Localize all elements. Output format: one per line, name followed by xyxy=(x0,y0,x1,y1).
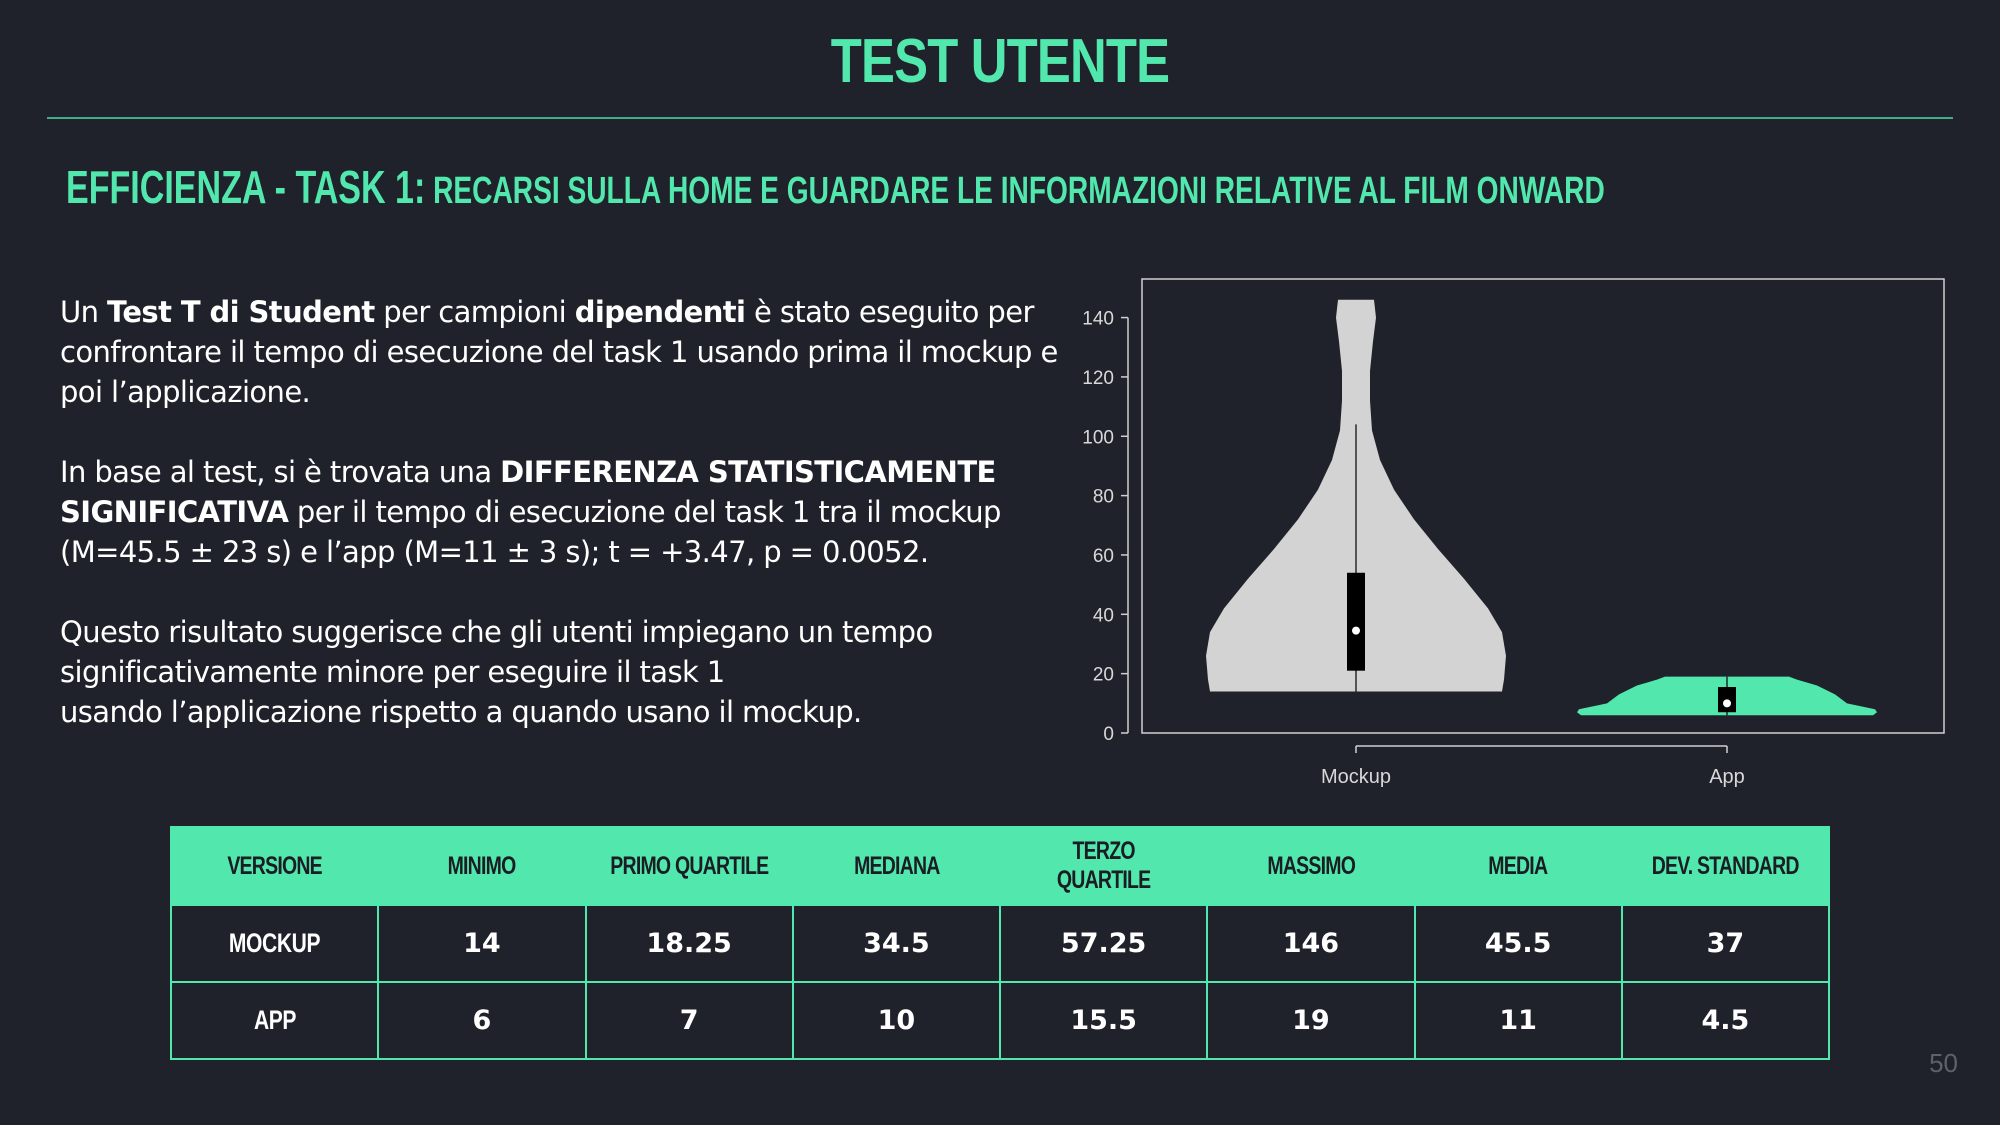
header-mediana: MEDIANA xyxy=(791,826,1002,906)
p1-e: è stato eseguito per confrontare il temp… xyxy=(60,295,1058,409)
table-cell: 7 xyxy=(584,981,794,1060)
table-cell: 18.25 xyxy=(584,904,794,983)
y-tick-label: 100 xyxy=(1082,427,1114,448)
median-point xyxy=(1723,699,1731,708)
table-cell: 14 xyxy=(377,904,587,983)
table-cell: 10 xyxy=(791,981,1002,1060)
y-tick-label: 80 xyxy=(1093,487,1114,508)
table-cell: 57.25 xyxy=(998,904,1209,983)
header-massimo: MASSIMO xyxy=(1206,826,1416,906)
table-cell: 6 xyxy=(377,981,587,1060)
plot-frame xyxy=(1141,278,1945,734)
header-primo-quartile: PRIMO QUARTILE xyxy=(584,826,794,906)
paragraph-1: Un Test T di Student per campioni dipend… xyxy=(60,292,1060,412)
table-cell: 19 xyxy=(1206,981,1416,1060)
table-cell: 34.5 xyxy=(791,904,1002,983)
stats-table: VERSIONE MINIMO PRIMO QUARTILE MEDIANA T… xyxy=(169,826,1831,1060)
violin-chart: 0 20 40 60 80 100 120 140 Mockup App xyxy=(1082,278,1945,788)
table-cell: MOCKUP xyxy=(169,904,380,983)
y-tick-label: 0 xyxy=(1103,724,1114,745)
header-media: MEDIA xyxy=(1413,826,1623,906)
table-cell: 11 xyxy=(1413,981,1623,1060)
p2-a: In base al test, si è trovata una xyxy=(60,455,501,489)
page-title: TEST UTENTE xyxy=(830,27,1170,96)
x-tick-label: Mockup xyxy=(1321,766,1391,788)
y-tick-label: 120 xyxy=(1082,368,1114,389)
header-versione: VERSIONE xyxy=(169,826,380,906)
p3-a: Questo risultato suggerisce che gli uten… xyxy=(60,615,933,689)
p3-b: usando l’applicazione rispetto a quando … xyxy=(60,695,862,729)
median-point xyxy=(1352,626,1360,635)
header-dev-standard: DEV. STANDARD xyxy=(1620,826,1831,906)
table-cell: 146 xyxy=(1206,904,1416,983)
title-divider xyxy=(47,117,1953,119)
p1-a: Un xyxy=(60,295,108,329)
p2-c: per il tempo di esecuzione del task 1 tr… xyxy=(60,495,1001,569)
y-tick-label: 140 xyxy=(1082,309,1114,330)
description-text: Un Test T di Student per campioni dipend… xyxy=(60,292,1060,772)
paragraph-3: Questo risultato suggerisce che gli uten… xyxy=(60,612,1060,732)
subtitle-main: EFFICIENZA - TASK 1: xyxy=(66,161,426,213)
y-tick-label: 60 xyxy=(1093,546,1114,567)
p1-b: Test T di Student xyxy=(107,295,375,329)
section-subtitle: EFFICIENZA - TASK 1: RECARSI SULLA HOME … xyxy=(66,160,1605,214)
header-minimo: MINIMO xyxy=(377,826,587,906)
subtitle-rest: RECARSI SULLA HOME E GUARDARE LE INFORMA… xyxy=(425,170,1605,212)
table-header-row: VERSIONE MINIMO PRIMO QUARTILE MEDIANA T… xyxy=(169,826,1831,906)
page-number: 50 xyxy=(1929,1048,1958,1078)
table-cell: 15.5 xyxy=(998,981,1209,1060)
y-tick-label: 40 xyxy=(1093,605,1114,626)
header-terzo-quartile: TERZO QUARTILE xyxy=(998,826,1209,906)
p1-c: per campioni xyxy=(374,295,575,329)
x-tick-label: App xyxy=(1709,766,1745,788)
table-row: MOCKUP 14 18.25 34.5 57.25 146 45.5 37 xyxy=(169,904,1831,983)
table-cell: APP xyxy=(169,981,380,1060)
table-row: APP 6 7 10 15.5 19 11 4.5 xyxy=(169,981,1831,1060)
y-tick-label: 20 xyxy=(1093,665,1114,686)
box-iqr xyxy=(1347,572,1365,671)
table-cell: 45.5 xyxy=(1413,904,1623,983)
table-cell: 4.5 xyxy=(1620,981,1831,1060)
paragraph-2: In base al test, si è trovata una DIFFER… xyxy=(60,452,1060,572)
p1-d: dipendenti xyxy=(574,295,746,329)
table-cell: 37 xyxy=(1620,904,1831,983)
p2-b: DIFFERENZA STATISTICAMENTE SIGNIFICATIVA xyxy=(60,455,996,529)
